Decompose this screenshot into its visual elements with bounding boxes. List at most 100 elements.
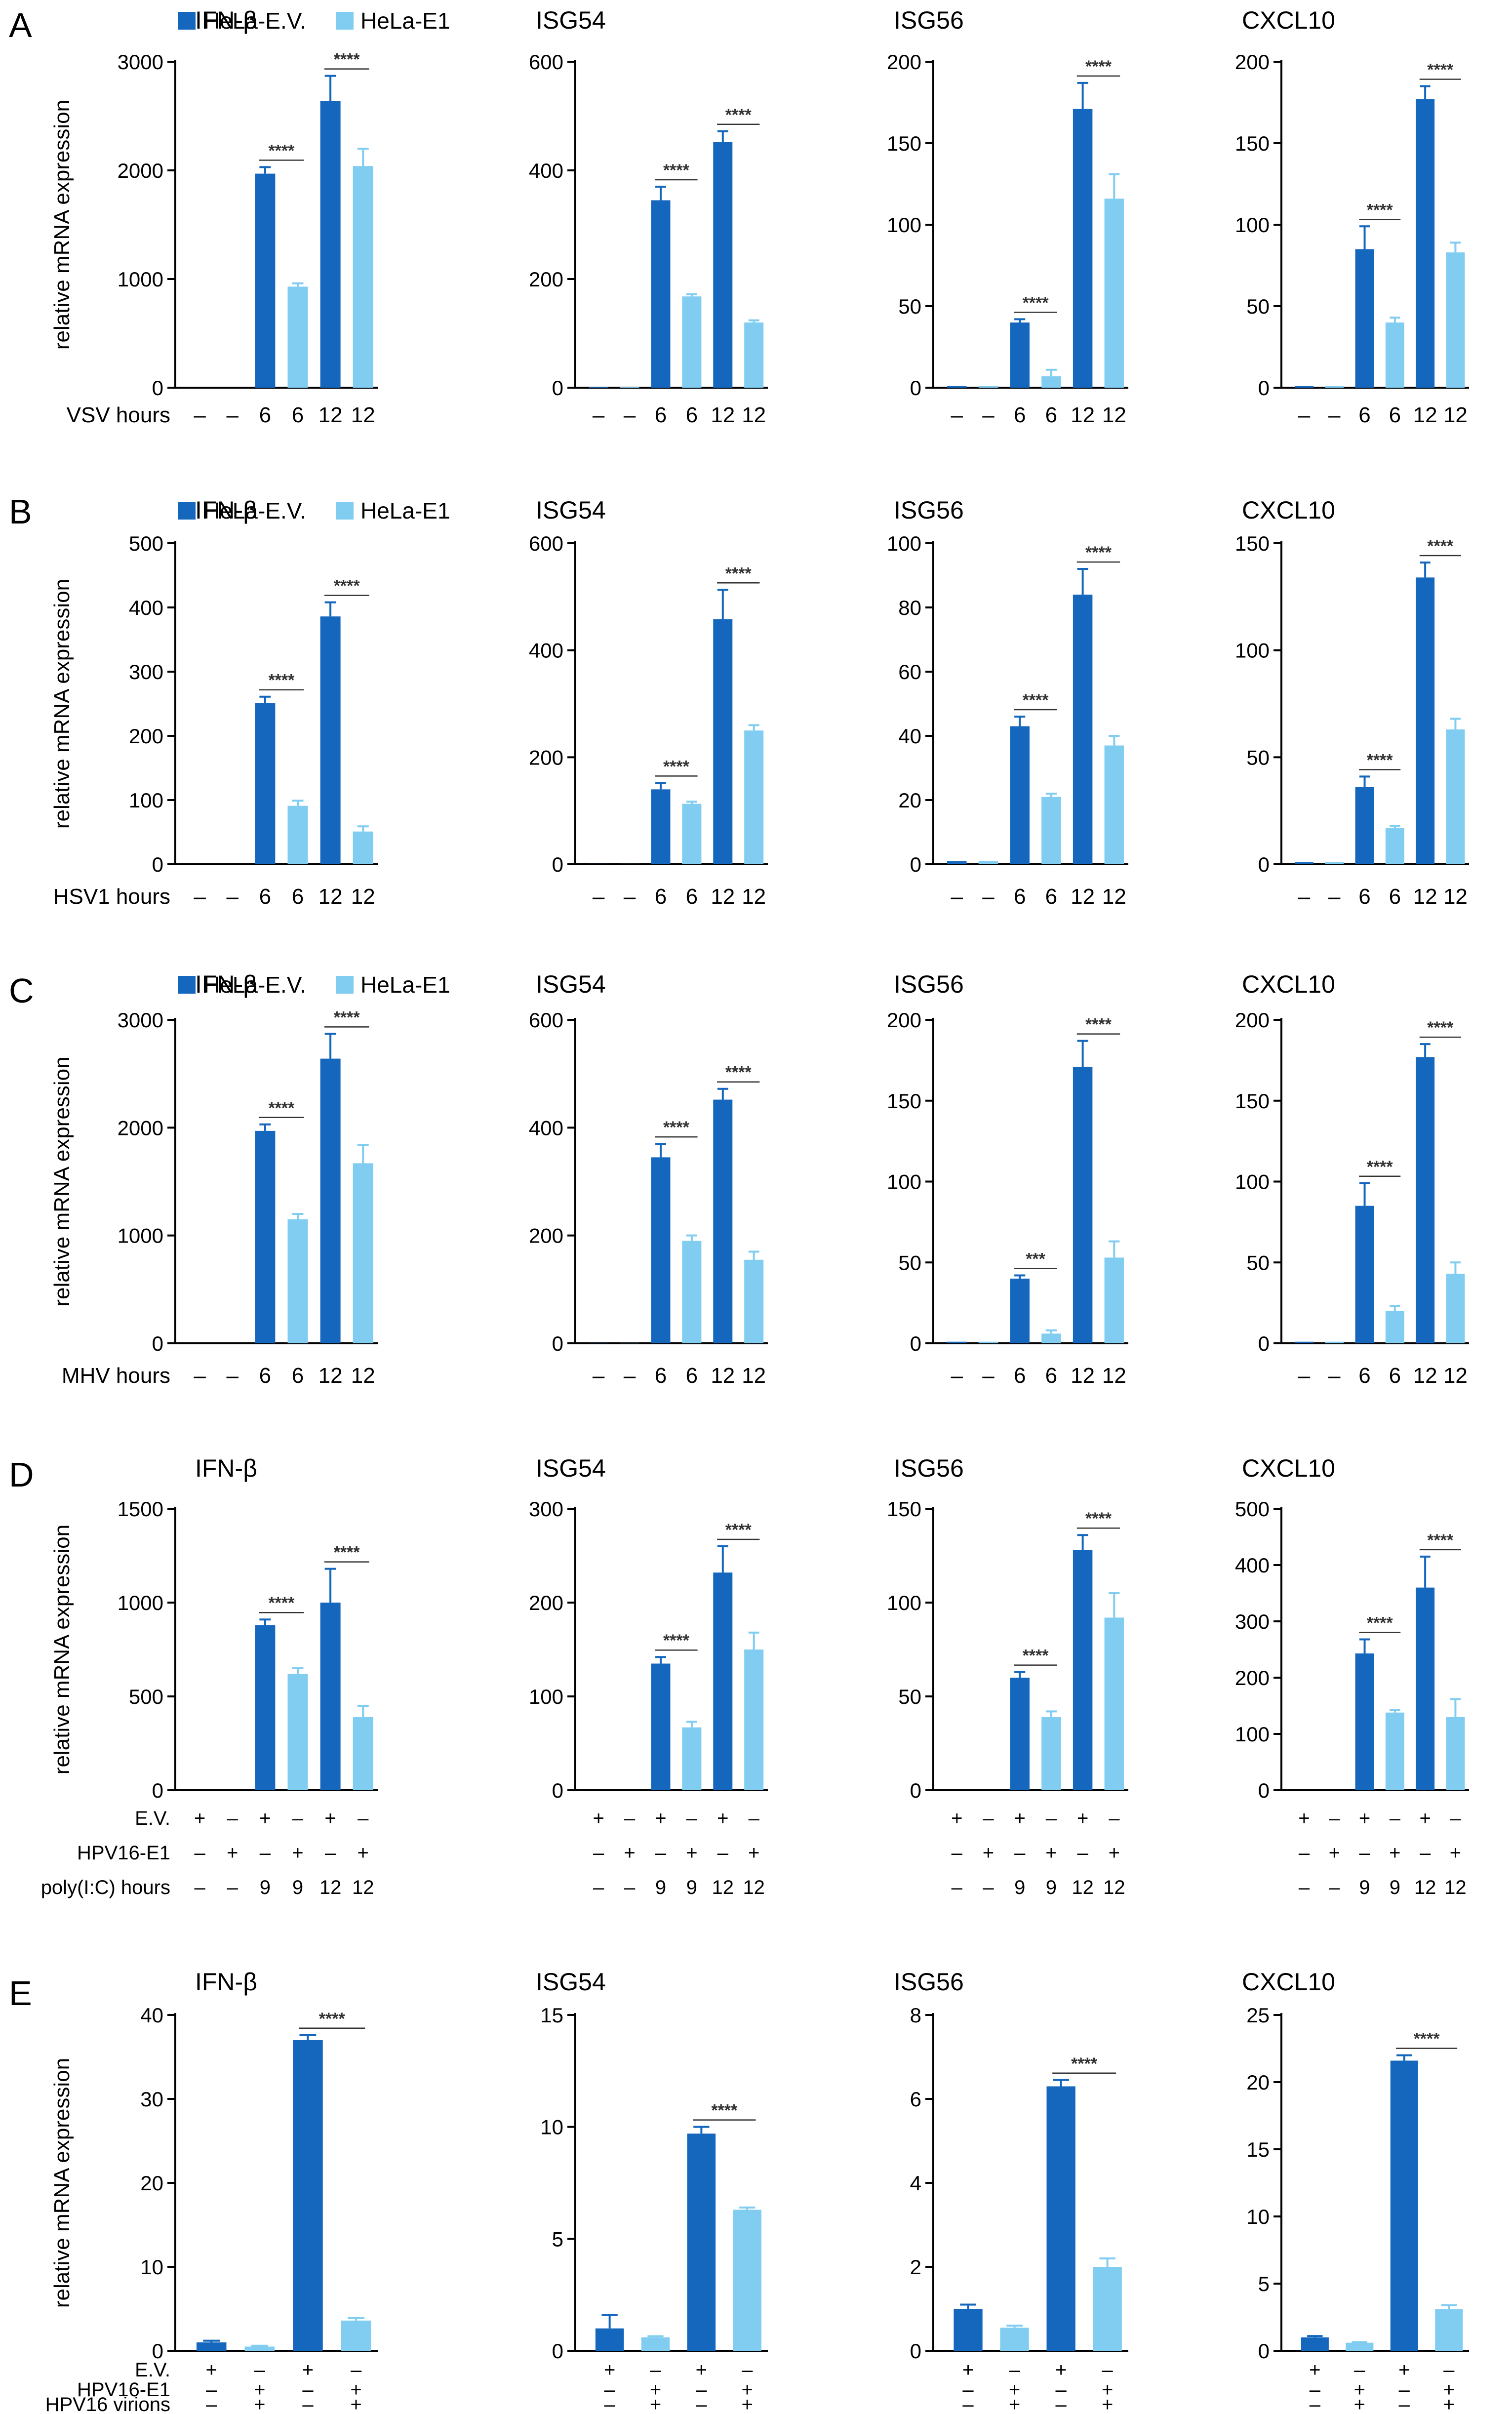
condition-value: –: [206, 2379, 217, 2401]
bar: [1104, 1617, 1124, 1790]
significance-label: ****: [268, 1594, 295, 1612]
bar: [353, 1717, 373, 1790]
y-tick-label: 150: [1235, 1089, 1270, 1113]
significance-label: ****: [1085, 1509, 1112, 1528]
bar: [293, 2040, 323, 2351]
condition-value: 9: [260, 1877, 271, 1898]
condition-value: +: [1419, 1808, 1431, 1829]
condition-value: –: [1056, 2379, 1067, 2401]
condition-value: –: [1420, 1842, 1431, 1864]
condition-value: 12: [712, 1877, 734, 1898]
bar: [1294, 1341, 1313, 1343]
condition-value: 12: [351, 1364, 375, 1388]
condition-value: –: [650, 2359, 661, 2381]
legend-label-ev: HeLa-E.V.: [203, 498, 306, 523]
y-tick-label: 300: [1235, 1610, 1270, 1633]
y-tick-label: 60: [898, 660, 921, 684]
bar: [1416, 99, 1435, 388]
significance-label: ****: [1427, 537, 1454, 556]
condition-value: 6: [1389, 885, 1401, 909]
condition-value: –: [1310, 2379, 1321, 2401]
bar: [1294, 862, 1313, 864]
y-tick-label: 150: [1235, 132, 1270, 155]
condition-value: –: [951, 885, 963, 909]
bar: [1325, 386, 1344, 388]
condition-value: +: [324, 1808, 336, 1829]
condition-value: 6: [1358, 403, 1370, 427]
bar: [287, 805, 308, 864]
y-tick-label: 5: [1258, 2272, 1270, 2295]
condition-value: +: [983, 1842, 994, 1864]
bar: [287, 1674, 308, 1790]
bar: [1416, 1057, 1435, 1343]
condition-value: +: [1389, 1842, 1400, 1864]
significance-label: ****: [1023, 1647, 1049, 1665]
condition-value: 6: [259, 403, 271, 427]
condition-value: 6: [1358, 1364, 1370, 1388]
condition-value: –: [1328, 403, 1341, 427]
y-tick-label: 0: [552, 1332, 563, 1355]
y-tick-label: 3000: [118, 50, 163, 74]
y-tick-label: 100: [1235, 1723, 1270, 1746]
y-tick-label: 150: [887, 1089, 921, 1113]
condition-value: –: [1009, 2359, 1020, 2381]
condition-value: 6: [1045, 403, 1057, 427]
y-tick-label: 20: [1246, 2071, 1270, 2094]
condition-value: +: [1102, 2394, 1113, 2414]
condition-value: –: [742, 2359, 753, 2381]
condition-value: 12: [319, 1877, 342, 1898]
condition-value: –: [952, 1842, 963, 1864]
y-tick-label: 2000: [118, 159, 163, 182]
condition-value: –: [226, 403, 239, 427]
condition-value: –: [1056, 2394, 1067, 2414]
significance-label: ****: [1367, 751, 1393, 769]
bar: [287, 286, 308, 388]
condition-value: 12: [318, 1364, 343, 1388]
condition-label: VSV hours: [67, 403, 170, 427]
y-tick-label: 400: [529, 1116, 563, 1139]
condition-value: +: [350, 2379, 361, 2401]
y-axis-label: relative mRNA expression: [50, 100, 74, 350]
condition-value: 6: [1358, 885, 1370, 909]
bar: [1301, 2337, 1329, 2351]
condition-label: poly(I:C) hours: [41, 1877, 170, 1898]
condition-value: +: [1055, 2359, 1067, 2381]
bar: [1041, 1717, 1061, 1790]
condition-value: –: [1328, 1364, 1341, 1388]
y-tick-label: 100: [529, 1685, 563, 1708]
y-tick-label: 50: [898, 1685, 921, 1708]
bar: [1010, 1279, 1030, 1343]
bar: [978, 861, 998, 864]
y-tick-label: 50: [898, 1251, 921, 1274]
condition-value: 12: [1443, 885, 1468, 909]
y-tick-label: 100: [1235, 639, 1270, 662]
condition-value: +: [742, 2394, 753, 2414]
condition-value: 12: [1443, 403, 1468, 427]
condition-value: –: [624, 1877, 636, 1898]
condition-value: +: [624, 1842, 635, 1864]
y-tick-label: 300: [529, 1497, 563, 1521]
y-tick-label: 400: [1235, 1554, 1270, 1577]
chart-title: CXCL10: [1242, 1454, 1335, 1482]
condition-value: 9: [686, 1877, 697, 1898]
bar: [341, 2320, 371, 2351]
condition-value: –: [982, 885, 995, 909]
y-tick-label: 200: [887, 50, 921, 74]
condition-value: 6: [686, 1364, 698, 1388]
y-tick-label: 15: [1246, 2138, 1270, 2161]
condition-value: 12: [1413, 885, 1437, 909]
y-tick-label: 6: [910, 2088, 921, 2111]
condition-value: –: [1298, 1364, 1311, 1388]
condition-value: 12: [711, 1364, 735, 1388]
y-axis-label: relative mRNA expression: [50, 1525, 74, 1774]
condition-value: 12: [742, 403, 766, 427]
condition-value: +: [686, 1842, 697, 1864]
condition-value: –: [227, 1808, 239, 1829]
condition-value: –: [604, 2379, 616, 2401]
condition-value: 6: [292, 1364, 304, 1388]
chart-title: IFN-β: [195, 6, 257, 34]
significance-label: ****: [1085, 543, 1112, 562]
y-tick-label: 0: [552, 1779, 563, 1802]
y-tick-label: 0: [152, 1779, 163, 1802]
